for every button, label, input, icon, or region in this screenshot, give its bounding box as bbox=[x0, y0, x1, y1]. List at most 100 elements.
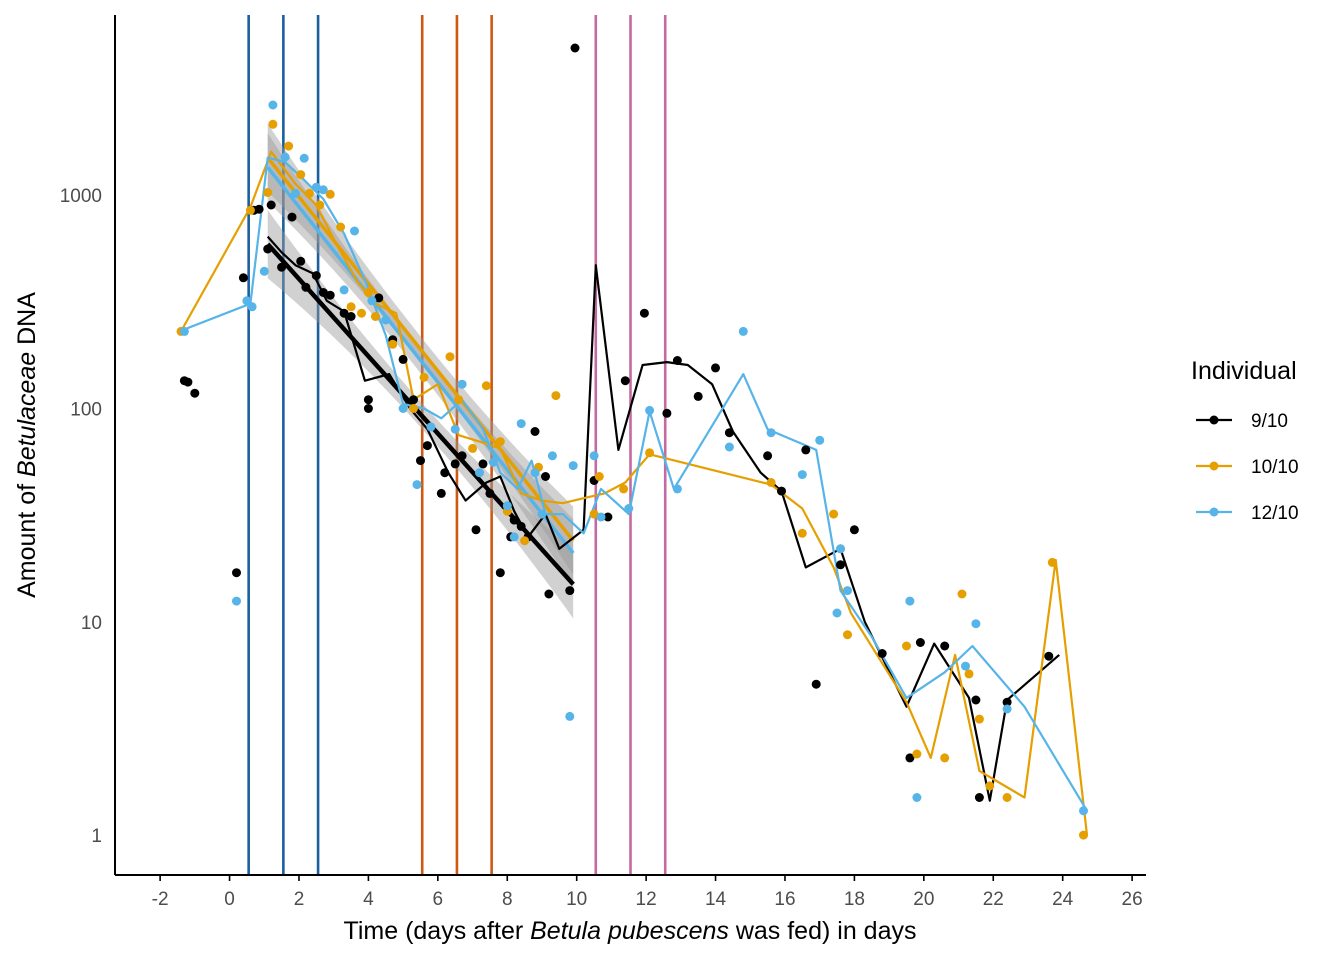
data-point-12/10-24 bbox=[509, 532, 519, 542]
data-point-9/10-40 bbox=[541, 472, 550, 481]
data-point-12/10-34 bbox=[645, 405, 655, 415]
data-point-12/10-49 bbox=[1079, 806, 1088, 816]
data-point-9/10-30 bbox=[457, 451, 467, 461]
data-point-12/10-45 bbox=[912, 793, 922, 802]
x-tick-label: 2 bbox=[294, 889, 305, 910]
data-point-12/10-20 bbox=[457, 379, 467, 389]
data-point-10/10-14 bbox=[370, 312, 380, 321]
data-point-12/10-6 bbox=[268, 100, 278, 110]
data-point-9/10-17 bbox=[339, 308, 349, 318]
data-point-12/10-2 bbox=[232, 596, 241, 606]
data-point-12/10-5 bbox=[259, 266, 269, 276]
x-tick-label: 24 bbox=[1052, 889, 1074, 910]
data-point-9/10-46 bbox=[620, 376, 630, 386]
data-point-10/10-10 bbox=[336, 222, 346, 232]
data-point-12/10-14 bbox=[367, 296, 377, 306]
data-point-12/10-4 bbox=[247, 302, 257, 312]
fit-line-12/10 bbox=[266, 166, 575, 555]
legend-key-point-10/10 bbox=[1209, 461, 1219, 471]
data-point-10/10-15 bbox=[388, 339, 398, 349]
data-point-10/10-40 bbox=[964, 669, 974, 679]
data-point-9/10-7 bbox=[254, 204, 264, 214]
data-point-12/10-38 bbox=[766, 428, 776, 438]
x-tick-label: 22 bbox=[983, 889, 1004, 910]
data-point-10/10-37 bbox=[912, 749, 922, 759]
data-point-10/10-27 bbox=[589, 509, 599, 519]
data-point-10/10-26 bbox=[551, 391, 561, 401]
axes bbox=[114, 15, 1146, 876]
data-point-9/10-33 bbox=[485, 488, 495, 498]
data-point-12/10-33 bbox=[624, 504, 634, 513]
data-point-9/10-16 bbox=[325, 290, 335, 300]
data-point-9/10-8 bbox=[263, 244, 273, 254]
data-point-10/10-21 bbox=[481, 381, 491, 391]
data-point-9/10-23 bbox=[398, 354, 408, 364]
series-points bbox=[176, 43, 1088, 840]
data-point-12/10-41 bbox=[832, 608, 842, 618]
data-point-10/10-39 bbox=[957, 589, 967, 599]
data-point-9/10-29 bbox=[450, 459, 460, 469]
legend-key-point-12/10 bbox=[1209, 507, 1219, 517]
data-point-10/10-18 bbox=[445, 352, 455, 362]
data-point-9/10-28 bbox=[440, 468, 450, 478]
data-point-9/10-2 bbox=[183, 377, 193, 387]
data-point-9/10-50 bbox=[693, 391, 703, 401]
data-point-10/10-13 bbox=[363, 288, 373, 297]
data-point-9/10-21 bbox=[374, 293, 384, 303]
data-point-12/10-28 bbox=[547, 451, 557, 461]
data-point-12/10-25 bbox=[516, 419, 526, 429]
data-point-9/10-32 bbox=[478, 459, 488, 469]
x-tick-label: 0 bbox=[224, 889, 235, 910]
data-point-9/10-34 bbox=[495, 568, 505, 578]
data-point-12/10-23 bbox=[502, 501, 512, 511]
data-point-10/10-17 bbox=[419, 372, 429, 382]
data-point-12/10-30 bbox=[568, 461, 578, 471]
data-point-9/10-52 bbox=[724, 428, 734, 438]
data-point-9/10-3 bbox=[190, 388, 200, 398]
data-point-12/10-40 bbox=[815, 435, 825, 445]
data-point-9/10-20 bbox=[363, 404, 373, 413]
data-point-9/10-13 bbox=[301, 282, 311, 292]
data-point-9/10-10 bbox=[277, 262, 287, 272]
data-point-9/10-63 bbox=[971, 695, 981, 705]
data-point-9/10-65 bbox=[1002, 697, 1012, 707]
data-point-9/10-58 bbox=[849, 525, 859, 535]
data-point-12/10-31 bbox=[589, 451, 599, 461]
data-point-10/10-22 bbox=[495, 437, 505, 447]
data-point-9/10-56 bbox=[811, 679, 821, 689]
data-point-10/10-32 bbox=[797, 528, 807, 538]
data-point-12/10-35 bbox=[672, 484, 682, 494]
data-point-12/10-19 bbox=[450, 424, 460, 434]
data-point-12/10-48 bbox=[1002, 704, 1012, 714]
data-point-9/10-25 bbox=[416, 456, 425, 466]
legend: Individual 9/10 10/10 12/10 bbox=[1191, 357, 1299, 524]
data-point-12/10-26 bbox=[530, 468, 540, 478]
data-point-9/10-14 bbox=[311, 271, 321, 281]
data-point-9/10-4 bbox=[232, 568, 241, 578]
data-point-10/10-5 bbox=[284, 141, 294, 151]
y-tick-label: 1000 bbox=[60, 186, 102, 207]
x-tick-label: 20 bbox=[913, 889, 934, 910]
data-point-12/10-10 bbox=[311, 182, 321, 192]
data-point-12/10-11 bbox=[318, 185, 328, 195]
data-point-12/10-39 bbox=[797, 470, 807, 480]
data-point-9/10-54 bbox=[777, 486, 786, 496]
x-tick-label: 26 bbox=[1122, 889, 1143, 910]
data-point-12/10-12 bbox=[339, 285, 349, 295]
data-point-9/10-12 bbox=[296, 256, 306, 266]
data-point-9/10-37 bbox=[516, 521, 526, 531]
x-tick-label: 10 bbox=[566, 889, 587, 910]
data-point-9/10-11 bbox=[287, 212, 297, 222]
legend-title: Individual bbox=[1191, 357, 1297, 385]
data-point-12/10-22 bbox=[488, 457, 498, 467]
data-point-10/10-19 bbox=[454, 395, 464, 405]
data-point-10/10-43 bbox=[1002, 793, 1012, 802]
data-point-10/10-29 bbox=[619, 484, 629, 494]
data-point-12/10-43 bbox=[843, 586, 852, 596]
data-point-10/10-7 bbox=[304, 188, 314, 198]
data-point-10/10-24 bbox=[520, 536, 530, 546]
data-point-12/10-42 bbox=[836, 544, 845, 554]
y-axis-title: Amount of Betulaceae DNA bbox=[13, 292, 41, 598]
data-point-9/10-61 bbox=[915, 638, 925, 647]
y-tick-label: 10 bbox=[81, 613, 102, 634]
